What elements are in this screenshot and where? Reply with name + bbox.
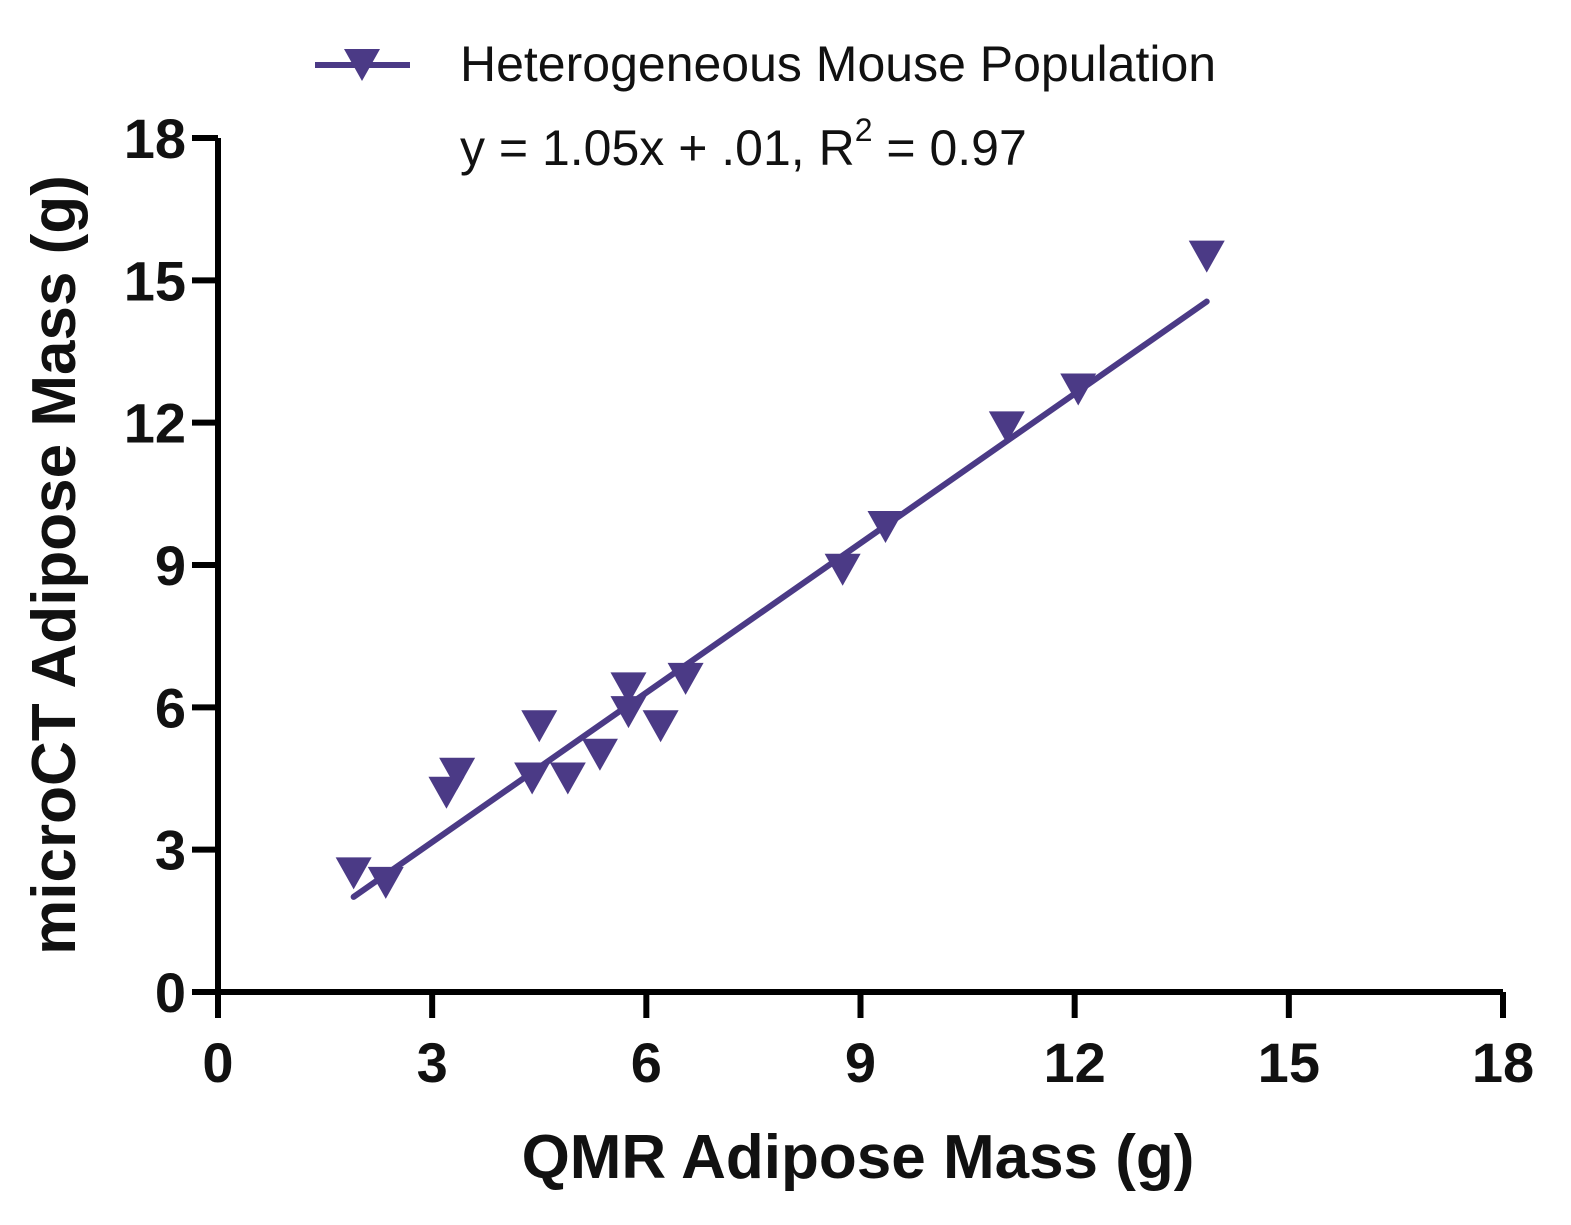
- data-point: [439, 757, 476, 790]
- axes: 0 3 6 9 12 15 18 0 3 6 9 12 15 18: [124, 107, 1534, 1094]
- data-point: [867, 511, 904, 544]
- regression-equation-superscript: 2: [855, 112, 873, 148]
- data-point: [667, 662, 704, 695]
- data-point: [1060, 373, 1097, 406]
- data-point: [514, 762, 551, 795]
- regression-line: [350, 298, 1210, 900]
- y-tick-label: 6: [155, 676, 186, 739]
- data-point: [1188, 240, 1225, 273]
- legend-triangle-marker: [344, 49, 380, 81]
- data-point: [581, 738, 618, 771]
- data-point: [610, 696, 647, 729]
- data-points-group: [335, 240, 1225, 899]
- x-tick-label: 9: [845, 1031, 876, 1094]
- regression-equation: y = 1.05x + .01, R2 = 0.97: [460, 112, 1027, 176]
- y-tick-label: 15: [124, 249, 186, 312]
- regression-line-group: [350, 298, 1210, 900]
- regression-equation-prefix: y = 1.05x + .01, R: [460, 120, 855, 176]
- data-point: [642, 710, 679, 743]
- data-point: [824, 553, 861, 586]
- data-point: [988, 411, 1025, 444]
- y-tick-label: 9: [155, 534, 186, 597]
- regression-equation-suffix: = 0.97: [872, 120, 1026, 176]
- data-point: [521, 710, 558, 743]
- data-point: [549, 762, 586, 795]
- legend: Heterogeneous Mouse Population y = 1.05x…: [315, 36, 1216, 176]
- x-tick-label: 6: [631, 1031, 662, 1094]
- y-tick-label: 18: [124, 107, 186, 170]
- y-tick-label: 3: [155, 819, 186, 882]
- x-tick-label: 3: [417, 1031, 448, 1094]
- data-point: [367, 866, 404, 899]
- x-tick-label: 0: [202, 1031, 233, 1094]
- x-tick-label: 15: [1258, 1031, 1320, 1094]
- y-tick-label: 0: [155, 961, 186, 1024]
- y-axis-title: microCT Adipose Mass (g): [20, 175, 89, 955]
- x-tick-label: 18: [1472, 1031, 1534, 1094]
- x-axis-title: QMR Adipose Mass (g): [522, 1123, 1195, 1192]
- legend-series-label: Heterogeneous Mouse Population: [460, 36, 1216, 92]
- x-tick-label: 12: [1044, 1031, 1106, 1094]
- data-point: [335, 857, 372, 890]
- y-tick-label: 12: [124, 392, 186, 455]
- data-point: [610, 672, 647, 705]
